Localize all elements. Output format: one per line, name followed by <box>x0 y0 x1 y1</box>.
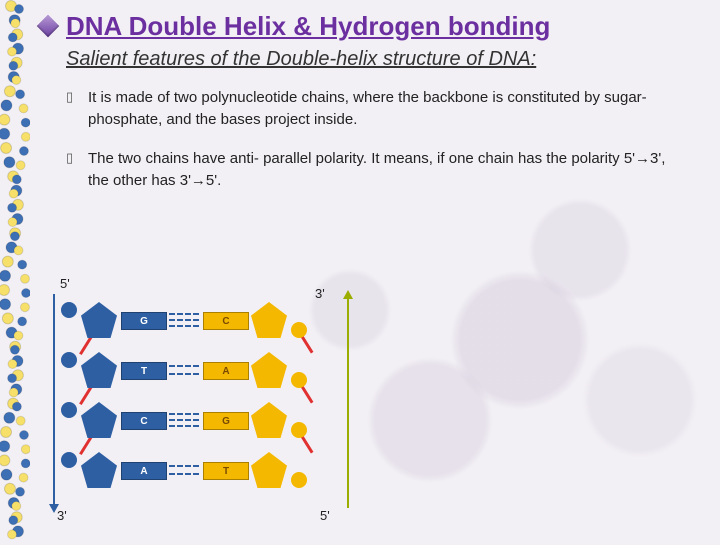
sugar-left <box>81 302 117 338</box>
base-right: G <box>203 412 249 430</box>
title-row: DNA Double Helix & Hydrogen bonding <box>40 12 690 42</box>
phosphate-right <box>291 372 307 388</box>
sugar-right <box>251 402 287 438</box>
hydrogen-bonds <box>169 413 199 427</box>
sugar-right <box>251 452 287 488</box>
phosphate-right <box>291 322 307 338</box>
left-arrow-head-icon <box>49 504 59 513</box>
dna-side-strip <box>0 0 30 540</box>
sugar-right <box>251 302 287 338</box>
base-pair-rung: GC <box>65 300 365 340</box>
base-left: C <box>121 412 167 430</box>
bullet-item: It is made of two polynucleotide chains,… <box>66 87 676 131</box>
label-5-prime-top-left: 5' <box>60 276 70 291</box>
sugar-right <box>251 352 287 388</box>
slide-subtitle: Salient features of the Double-helix str… <box>66 48 626 71</box>
phosphate-left <box>61 452 77 468</box>
label-3-prime-top-right: 3' <box>315 286 325 301</box>
hydrogen-bonds <box>169 313 199 327</box>
label-5-prime-bottom-right: 5' <box>320 508 330 523</box>
bullet-item: The two chains have anti- parallel polar… <box>66 148 676 192</box>
base-left: G <box>121 312 167 330</box>
base-left: T <box>121 362 167 380</box>
slide-content: DNA Double Helix & Hydrogen bonding Sali… <box>40 12 690 210</box>
sugar-left <box>81 402 117 438</box>
slide-title: DNA Double Helix & Hydrogen bonding <box>66 12 550 42</box>
base-right: C <box>203 312 249 330</box>
side-strip-svg <box>0 0 30 540</box>
sugar-left <box>81 452 117 488</box>
phosphate-left <box>61 302 77 318</box>
dna-ladder-diagram: 5' 3' 3' 5' GCTACGAT <box>45 280 405 530</box>
right-arrow-head-icon <box>343 290 353 299</box>
phosphate-right <box>291 422 307 438</box>
bullet-list: It is made of two polynucleotide chains,… <box>66 87 676 192</box>
phosphate-left <box>61 352 77 368</box>
bullet-diamond-icon <box>37 15 60 38</box>
base-right: T <box>203 462 249 480</box>
base-right: A <box>203 362 249 380</box>
phosphate-left <box>61 402 77 418</box>
hydrogen-bonds <box>169 465 199 475</box>
base-pair-rung: CG <box>65 400 365 440</box>
base-pair-rung: AT <box>65 450 365 490</box>
sugar-left <box>81 352 117 388</box>
phosphate-right <box>291 472 307 488</box>
hydrogen-bonds <box>169 365 199 375</box>
left-strand-arrow <box>53 294 55 506</box>
base-pair-rung: TA <box>65 350 365 390</box>
base-left: A <box>121 462 167 480</box>
